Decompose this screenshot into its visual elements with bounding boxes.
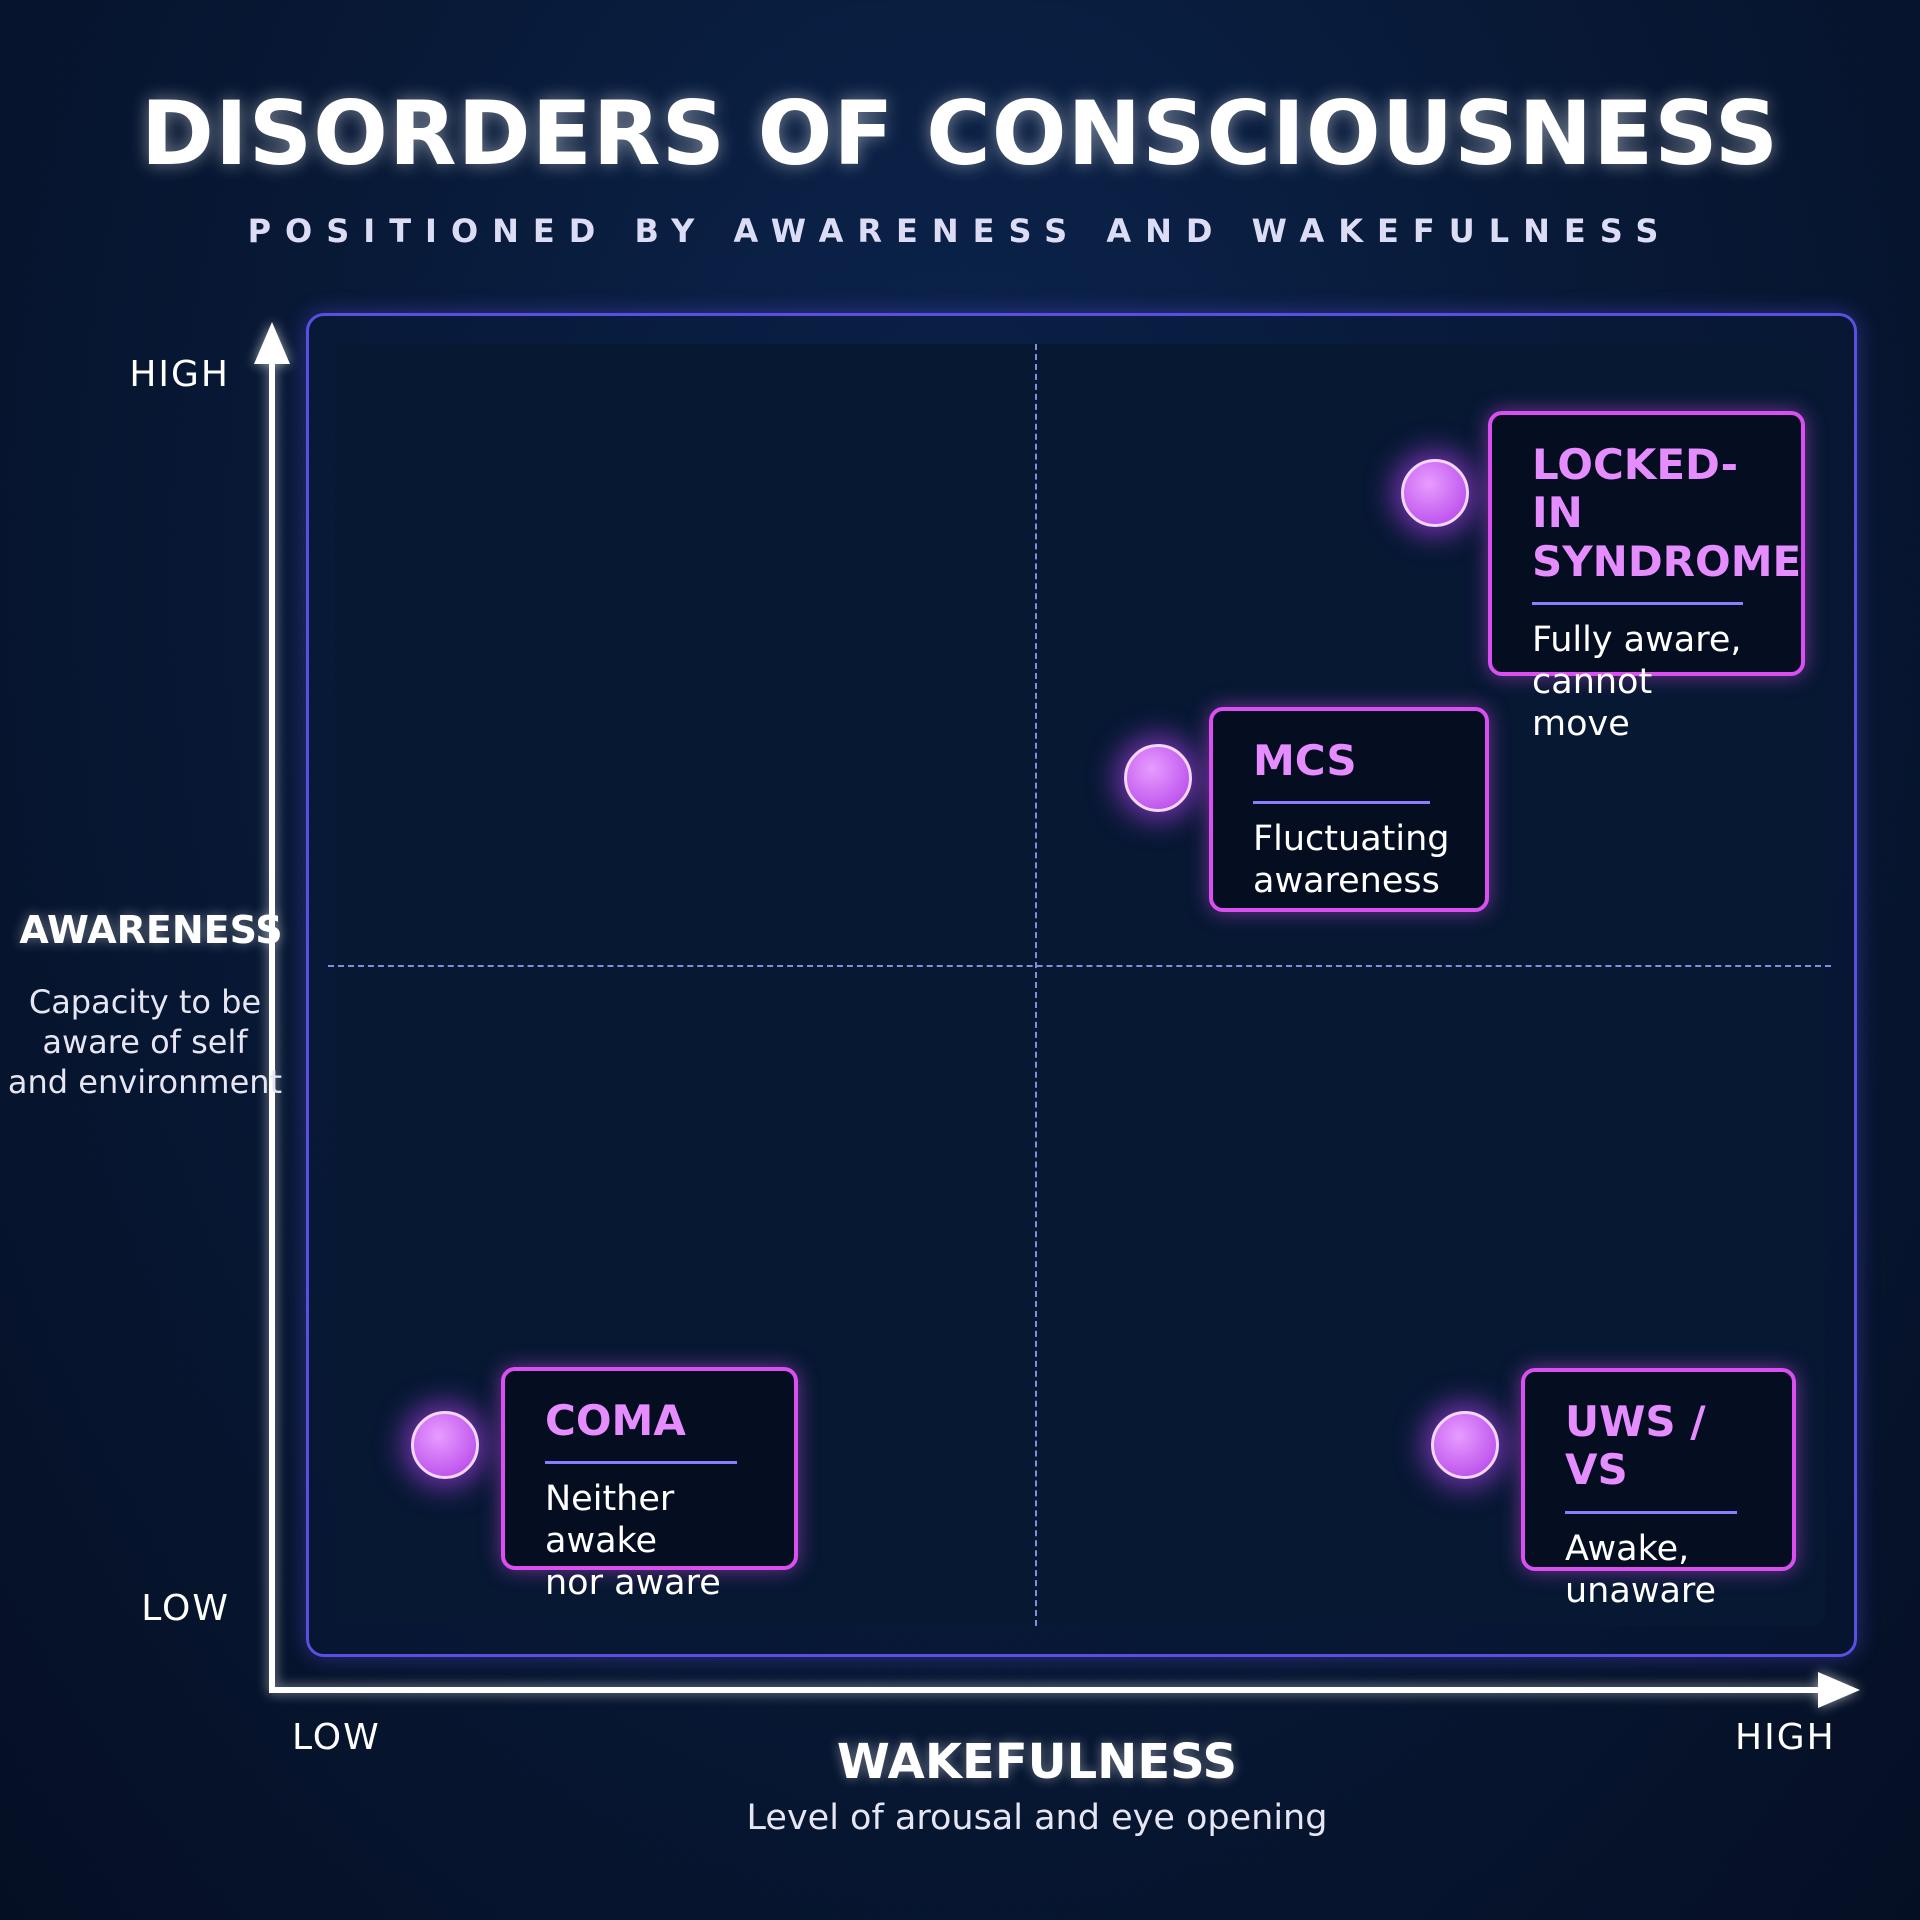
node-title: COMA: [545, 1396, 754, 1445]
y-desc-line: aware of self: [42, 1023, 248, 1061]
node-desc-line: Neither awake: [545, 1479, 675, 1562]
node-description: Awake, unaware: [1565, 1528, 1752, 1612]
y-high: HIGH: [129, 354, 230, 395]
node-description: Fully aware, cannot move: [1532, 619, 1761, 745]
y-axis-name: AWARENESS: [19, 908, 283, 952]
y-axis-description: Capacity to be aware of self and environ…: [0, 982, 290, 1102]
y-desc-line: Capacity to be: [28, 983, 262, 1021]
node-box: MCS Fluctuating awareness: [1209, 707, 1489, 912]
node-title-line: UWS / VS: [1565, 1397, 1706, 1495]
divider-vertical: [1035, 344, 1037, 1626]
y-arrow: [254, 322, 290, 364]
x-arrow: [1818, 1672, 1860, 1708]
node-rule: [1565, 1510, 1738, 1514]
node-desc-line: Awake,: [1565, 1528, 1690, 1569]
node-dot: [1431, 1411, 1499, 1479]
node-desc-line: cannot move: [1532, 661, 1653, 744]
node-desc-line: Fluctuating: [1253, 819, 1450, 860]
node-title-line: SYNDROME: [1532, 536, 1802, 586]
node-rule: [1532, 601, 1743, 605]
node-desc-line: Fully aware,: [1532, 619, 1742, 660]
node-box: UWS / VS Awake, unaware: [1521, 1368, 1796, 1611]
node-rule: [1253, 801, 1430, 805]
node-dot: [411, 1411, 479, 1479]
x-axis-description: Level of arousal and eye opening: [746, 1798, 1328, 1838]
node-desc-line: awareness: [1253, 861, 1440, 902]
node-title-line: MCS: [1253, 736, 1357, 785]
node-box: LOCKED-IN SYNDROME Fully aware, cannot mov…: [1488, 411, 1805, 744]
node-dot: [1124, 744, 1192, 812]
node-desc-line: nor aware: [545, 1563, 721, 1604]
node-description: Neither awake nor aware: [545, 1478, 754, 1604]
subtitle: POSITIONED BY AWARENESS AND WAKEFULNESS: [247, 212, 1673, 250]
node-title: UWS / VS: [1565, 1397, 1752, 1495]
node-title: LOCKED-IN SYNDROME: [1532, 440, 1802, 586]
node-rule: [545, 1461, 738, 1465]
node-box: COMA Neither awake nor aware: [501, 1367, 798, 1603]
x-high: HIGH: [1735, 1717, 1836, 1758]
node-title-line: COMA: [545, 1396, 686, 1445]
node-dot: [1401, 459, 1469, 527]
node-title-line: LOCKED-IN: [1532, 440, 1739, 538]
node-description: Fluctuating awareness: [1253, 818, 1450, 902]
node-desc-line: unaware: [1565, 1570, 1717, 1611]
x-low: LOW: [292, 1717, 381, 1758]
x-axis-name: WAKEFULNESS: [836, 1734, 1238, 1790]
y-desc-line: and environment: [7, 1063, 283, 1101]
y-low: LOW: [141, 1588, 230, 1629]
divider-horizontal: [328, 965, 1831, 967]
node-title: MCS: [1253, 736, 1445, 785]
title: DISORDERS OF CONSCIOUSNESS: [140, 82, 1780, 185]
